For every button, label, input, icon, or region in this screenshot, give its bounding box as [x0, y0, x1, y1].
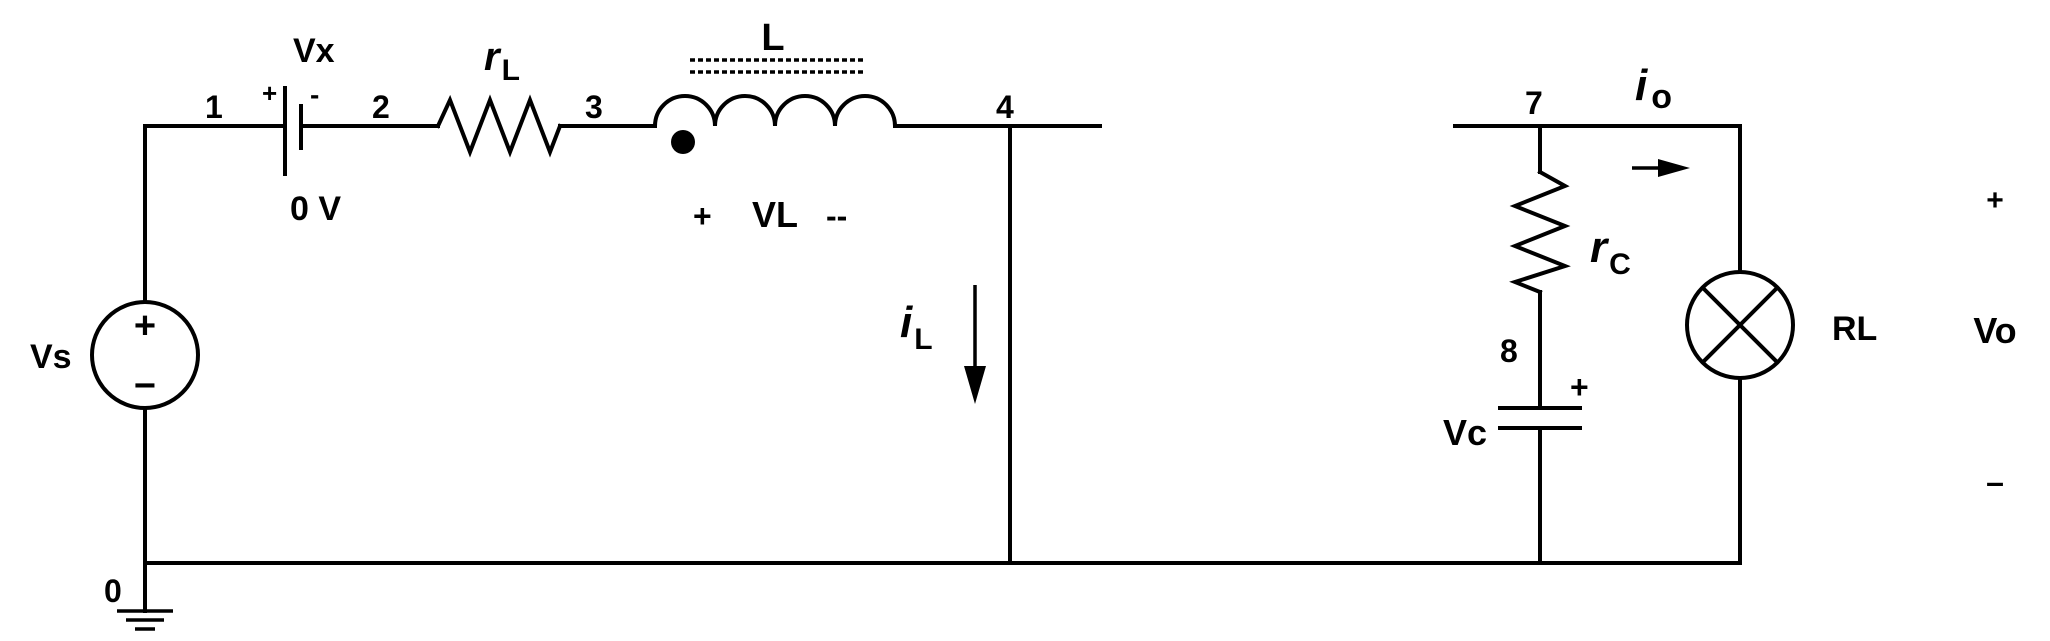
- resistor-rc-label: rC: [1590, 223, 1631, 281]
- inductor-coil: [652, 94, 898, 129]
- inductor-current-arrow: [964, 285, 986, 404]
- battery-vx: [283, 86, 303, 176]
- node-label-4: 4: [996, 89, 1014, 125]
- inductor-dot: [671, 130, 695, 154]
- voltage-source-minus: −: [134, 365, 156, 407]
- battery-value: 0 V: [290, 190, 341, 228]
- battery-plus: +: [262, 78, 277, 108]
- ground-icon: [117, 561, 173, 631]
- inductor-current-label: iL: [900, 298, 933, 356]
- battery-minus: -: [310, 79, 319, 110]
- resistor-rc: [1509, 169, 1571, 295]
- capacitor-label: Vc: [1443, 412, 1487, 453]
- node-label-2: 2: [372, 89, 390, 125]
- voltage-source: + −: [90, 300, 200, 410]
- node-label-8: 8: [1500, 333, 1518, 369]
- node-label-7: 7: [1525, 85, 1543, 121]
- node-label-0: 0: [104, 573, 122, 609]
- output-voltage-plus: +: [1986, 184, 2004, 217]
- inductor-label: L: [761, 17, 784, 59]
- node-label-1: 1: [205, 89, 223, 125]
- inductor-voltage-label: VL: [752, 194, 798, 235]
- inductor-plus: +: [693, 198, 712, 234]
- battery-label: Vx: [293, 32, 335, 70]
- voltage-source-label: Vs: [30, 338, 72, 376]
- output-voltage-label: Vo: [1973, 310, 2016, 351]
- resistor-rl-label: rL: [484, 35, 520, 87]
- capacitor: [1498, 406, 1582, 430]
- resistor-rl: [435, 94, 563, 158]
- output-voltage-minus: –: [1986, 464, 2004, 500]
- load-lamp: [1685, 270, 1795, 380]
- output-current-arrow: [1632, 159, 1690, 177]
- voltage-source-circle: [90, 300, 200, 410]
- node-label-3: 3: [585, 89, 603, 125]
- wire-left-top: [143, 124, 284, 303]
- load-label: RL: [1832, 310, 1877, 348]
- capacitor-plus: +: [1570, 369, 1589, 405]
- inductor-minus: --: [826, 198, 847, 234]
- voltage-source-plus: +: [134, 305, 156, 347]
